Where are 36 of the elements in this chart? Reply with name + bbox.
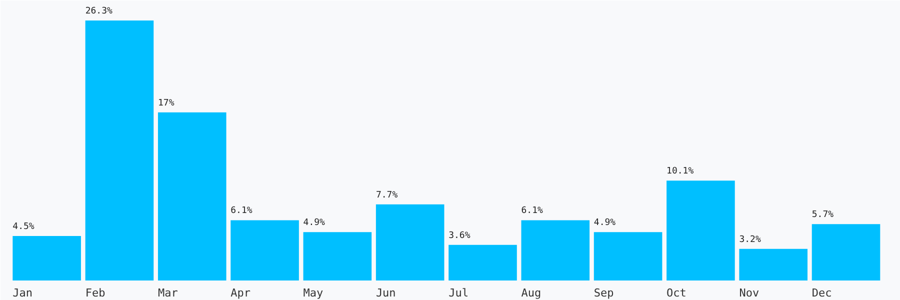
bar [85,20,154,281]
bar [448,244,517,281]
data-label: 4.9% [594,218,616,228]
data-label: 6.1% [230,206,253,216]
bar [666,180,735,281]
bar [230,220,299,281]
x-tick-label: May [303,286,324,300]
x-tick-label: Jan [12,286,33,300]
bar [158,112,226,281]
x-tick-label: Dec [812,286,832,300]
data-label: 6.1% [521,206,544,216]
bar [12,236,81,281]
x-tick-label: Apr [230,286,251,300]
bar [812,224,880,281]
data-label: 4.5% [12,222,35,232]
bar [521,220,590,281]
x-tick-label: Sep [594,286,614,300]
x-tick-label: Mar [158,286,178,300]
x-tick-label: Feb [85,286,106,300]
data-label: 5.7% [812,210,834,220]
bar [594,232,662,281]
x-tick-label: Jul [448,286,468,300]
x-tick-label: Oct [666,286,686,300]
x-tick-label: Aug [521,286,542,300]
data-label: 17% [158,98,175,108]
data-label: 3.6% [448,230,471,241]
data-label: 3.2% [739,234,762,245]
data-label: 10.1% [666,166,694,177]
x-tick-label: Nov [739,286,760,300]
bar [739,248,808,281]
bar [376,204,444,281]
data-label: 7.7% [376,190,398,200]
data-label: 26.3% [85,6,113,16]
x-tick-label: Jun [376,286,396,300]
data-label: 4.9% [303,218,326,228]
bar [303,232,372,281]
